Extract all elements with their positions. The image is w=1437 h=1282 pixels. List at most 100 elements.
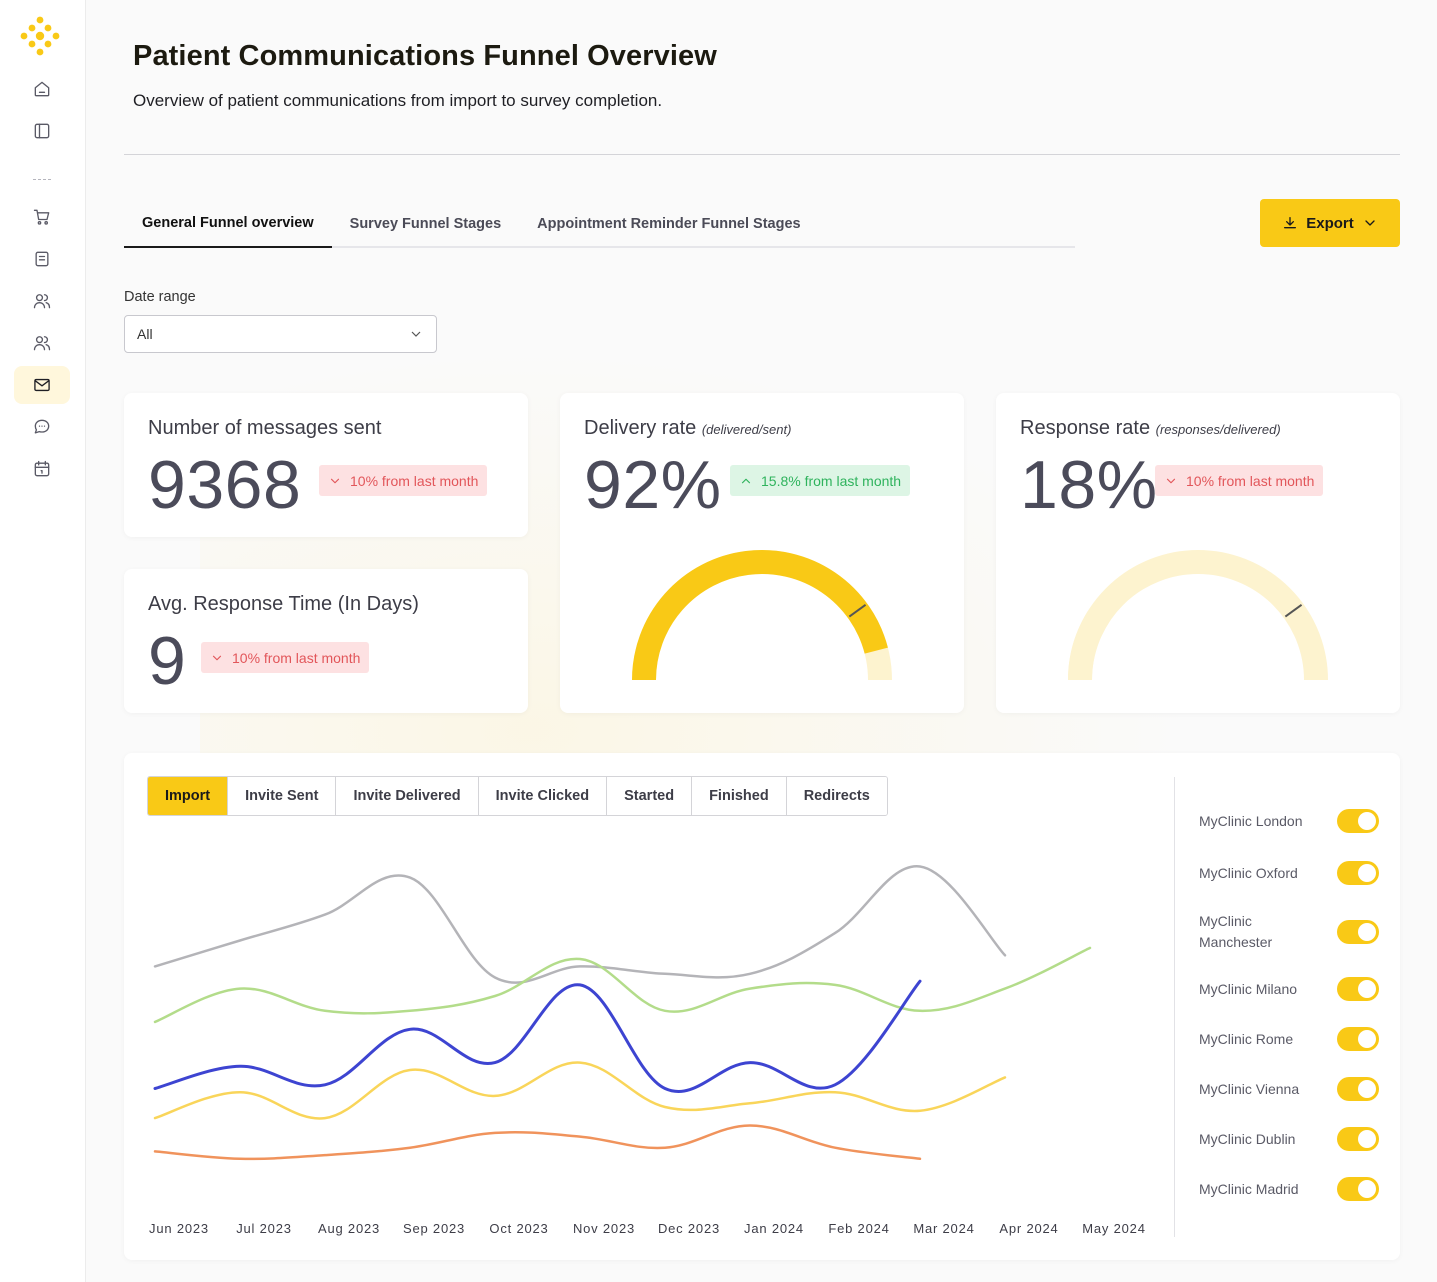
x-tick-label: Jan 2024: [744, 1221, 804, 1236]
date-range-select[interactable]: All: [124, 315, 437, 353]
logo-icon[interactable]: [20, 16, 60, 56]
legend-item: MyClinic Madrid: [1199, 1177, 1379, 1201]
sidebar-divider: [33, 179, 51, 181]
clinic-toggle[interactable]: [1337, 1027, 1379, 1051]
delivery-rate-card: Delivery rate (delivered/sent) 92% 15.8%…: [560, 393, 964, 713]
legend-item: MyClinic Milano: [1199, 977, 1379, 1001]
response-rate-gauge: [1068, 550, 1328, 681]
chevron-up-icon: [741, 478, 751, 483]
stage-started-button[interactable]: Started: [607, 777, 693, 815]
delivery-rate-badge: 15.8% from last month: [730, 465, 911, 496]
avg-response-time-badge: 10% from last month: [201, 642, 370, 673]
x-tick-label: Jul 2023: [236, 1221, 292, 1236]
series-line-yellow: [153, 1061, 1007, 1120]
x-tick-label: Nov 2023: [573, 1221, 635, 1236]
legend-item: MyClinic Oxford: [1199, 861, 1379, 885]
chevron-down-icon: [1166, 478, 1176, 483]
response-rate-badge: 10% from last month: [1155, 465, 1324, 496]
stage-invite-delivered-button[interactable]: Invite Delivered: [336, 777, 479, 815]
document-icon[interactable]: [14, 240, 70, 278]
tab-general-funnel-overview[interactable]: General Funnel overview: [124, 200, 332, 248]
x-tick-label: Jun 2023: [149, 1221, 209, 1236]
cart-icon[interactable]: [14, 198, 70, 236]
home-icon[interactable]: [14, 70, 70, 108]
gauge-fill: [632, 550, 888, 681]
download-icon: [1284, 217, 1297, 229]
response-rate-title: Response rate (responses/delivered): [1020, 417, 1281, 440]
sidebar-panel-icon[interactable]: [14, 112, 70, 150]
messages-sent-badge: 10% from last month: [319, 465, 488, 496]
x-tick-label: Apr 2024: [999, 1221, 1058, 1236]
tab-appointment-reminder-funnel-stages[interactable]: Appointment Reminder Funnel Stages: [537, 216, 801, 232]
funnel-chart-card: Jun 2023 Jul 2023 Aug 2023 Sep 2023 Oct 2023…: [124, 753, 1400, 1260]
avg-response-time-badge-text: 10% from last month: [232, 649, 361, 666]
gauge-track: [1068, 550, 1328, 681]
x-tick-label: Oct 2023: [489, 1221, 548, 1236]
team-icon[interactable]: [14, 324, 70, 362]
legend-label: MyClinic Manchester: [1199, 913, 1273, 950]
legend-label: MyClinic Madrid: [1199, 1180, 1299, 1197]
legend-label: MyClinic Dublin: [1199, 1130, 1296, 1147]
chevron-down-icon: [330, 478, 340, 483]
gauge-marker: [1284, 603, 1303, 618]
legend-item: MyClinic Vienna: [1199, 1077, 1379, 1101]
series-line-orange: [153, 1124, 922, 1161]
chevron-down-icon: [411, 331, 421, 337]
clinic-toggle[interactable]: [1337, 1177, 1379, 1201]
clinic-toggle[interactable]: [1337, 977, 1379, 1001]
x-tick-label: Dec 2023: [658, 1221, 720, 1236]
x-tick-label: May 2024: [1082, 1221, 1146, 1236]
clinic-toggle[interactable]: [1337, 861, 1379, 885]
delivery-rate-title: Delivery rate (delivered/sent): [584, 417, 791, 440]
legend-item: MyClinic London: [1199, 809, 1379, 833]
gauge-marker: [848, 603, 867, 618]
stage-invite-sent-button[interactable]: Invite Sent: [228, 777, 337, 815]
chat-icon[interactable]: [14, 408, 70, 446]
funnel-line-chart: Jun 2023 Jul 2023 Aug 2023 Sep 2023 Oct 2023…: [149, 865, 1146, 1236]
legend-divider: [1174, 777, 1175, 1237]
series-line-blue: [153, 979, 922, 1093]
x-tick-label: Mar 2024: [913, 1221, 974, 1236]
x-tick-label: Feb 2024: [828, 1221, 889, 1236]
clinic-toggle[interactable]: [1337, 1077, 1379, 1101]
tab-survey-funnel-stages[interactable]: Survey Funnel Stages: [349, 216, 502, 232]
stage-redirects-button[interactable]: Redirects: [786, 777, 887, 815]
response-rate-card: Response rate (responses/delivered) 18% …: [996, 393, 1400, 713]
clinic-toggle[interactable]: [1337, 920, 1379, 944]
delivery-rate-gauge: [632, 550, 892, 681]
legend-item: MyClinic Rome: [1199, 1027, 1379, 1051]
users-icon[interactable]: [14, 282, 70, 320]
clinic-toggle[interactable]: [1337, 1127, 1379, 1151]
stage-finished-button[interactable]: Finished: [692, 777, 787, 815]
x-tick-label: Aug 2023: [318, 1221, 380, 1236]
stage-invite-clicked-button[interactable]: Invite Clicked: [478, 777, 608, 815]
delivery-rate-title-text: Delivery rate: [584, 417, 697, 439]
sidebar: [0, 0, 86, 1282]
legend-label: MyClinic Rome: [1199, 1030, 1294, 1047]
calendar-icon[interactable]: [14, 450, 70, 488]
delivery-rate-subtitle: (delivered/sent): [701, 422, 792, 437]
clinic-toggle[interactable]: [1337, 809, 1379, 833]
page-title: Patient Communications Funnel Overview: [133, 40, 717, 72]
tab-bar: General Funnel overview Survey Funnel St…: [124, 200, 1075, 248]
messages-sent-title: Number of messages sent: [148, 417, 382, 439]
legend-label: MyClinic London: [1199, 812, 1303, 829]
chevron-down-icon: [1365, 220, 1375, 226]
delivery-rate-value: 92%: [584, 447, 722, 523]
gauge-fill: [1068, 610, 1109, 681]
mail-icon[interactable]: [14, 366, 70, 404]
response-rate-badge-text: 10% from last month: [1186, 472, 1315, 489]
header-divider: [124, 154, 1400, 155]
stage-import-button[interactable]: Import: [148, 777, 229, 815]
messages-sent-card: Number of messages sent 9368 10% from la…: [124, 393, 528, 537]
legend-item: MyClinic Manchester: [1199, 911, 1379, 953]
date-range-value: All: [137, 326, 153, 342]
delivery-rate-badge-text: 15.8% from last month: [761, 472, 902, 489]
avg-response-time-value: 9: [148, 623, 187, 699]
response-rate-value: 18%: [1020, 447, 1158, 523]
series-line-gray: [153, 865, 1007, 984]
response-rate-subtitle: (responses/delivered): [1155, 422, 1281, 437]
messages-sent-value: 9368: [148, 447, 302, 523]
response-rate-title-text: Response rate: [1020, 417, 1151, 439]
export-button[interactable]: Export: [1260, 199, 1400, 247]
